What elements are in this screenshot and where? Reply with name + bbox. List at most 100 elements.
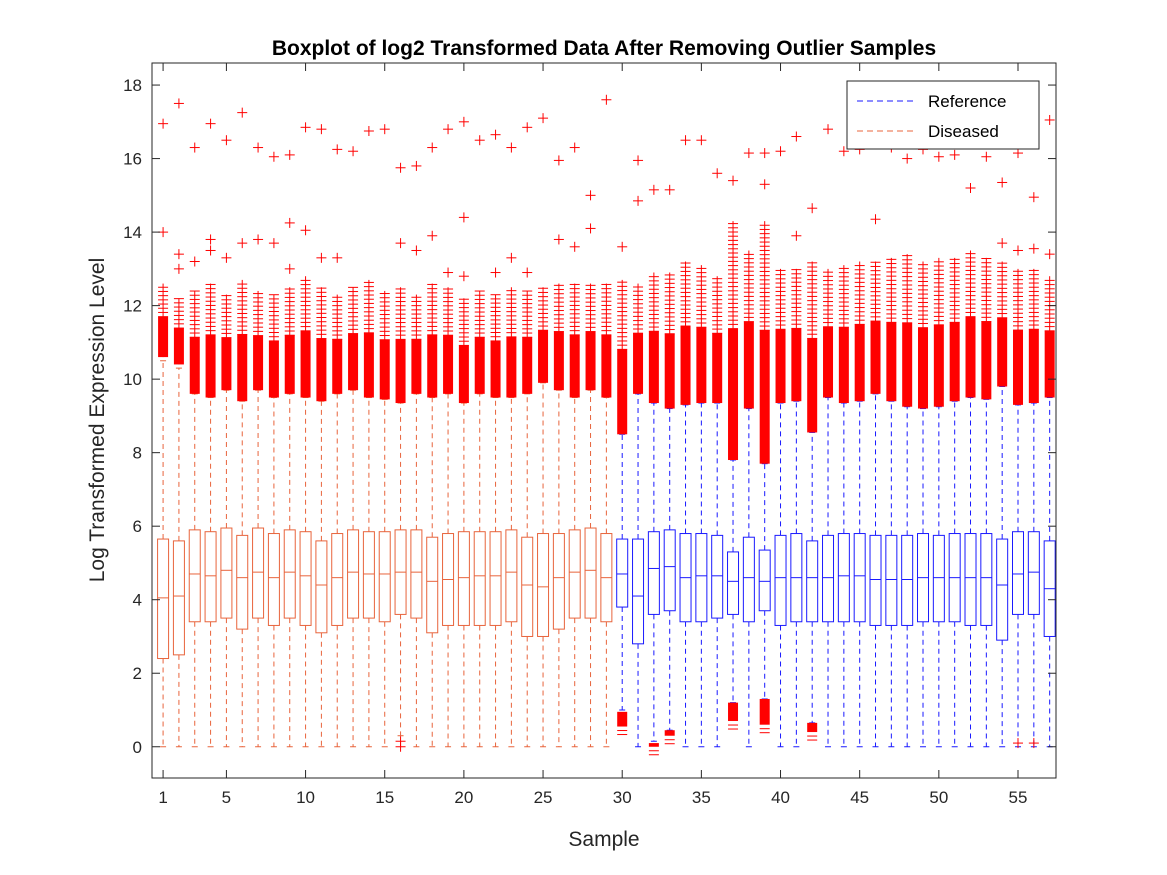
lower-outliers-dense — [648, 743, 659, 747]
box-sample-11 — [315, 124, 328, 748]
y-tick-label: 6 — [133, 517, 142, 536]
iqr-box — [489, 531, 502, 626]
box-sample-5 — [220, 135, 233, 748]
iqr-box — [347, 529, 360, 619]
box-sample-40 — [774, 146, 787, 748]
x-tick-label: 55 — [1009, 788, 1028, 807]
iqr-box — [980, 533, 993, 626]
iqr-box — [172, 540, 185, 656]
box-sample-53 — [980, 151, 993, 748]
plot-area — [152, 63, 1056, 778]
iqr-box — [663, 529, 676, 612]
y-tick-label: 16 — [123, 150, 142, 169]
iqr-box — [315, 540, 328, 634]
axes-frame — [151, 62, 1057, 779]
box-sample-31 — [632, 155, 645, 748]
x-tick-label: 1 — [158, 788, 167, 807]
x-tick-label: 25 — [534, 788, 553, 807]
iqr-box — [362, 531, 375, 619]
box-sample-46 — [869, 214, 882, 748]
iqr-box — [885, 534, 898, 626]
box-sample-28 — [584, 190, 597, 748]
box-sample-1 — [157, 118, 170, 748]
lower-outliers-dense — [664, 730, 675, 736]
box-sample-54 — [996, 177, 1009, 748]
iqr-box — [822, 534, 835, 623]
box-sample-34 — [679, 135, 692, 748]
iqr-box — [283, 529, 296, 619]
iqr-box — [964, 533, 977, 626]
legend-label-reference: Reference — [928, 92, 1006, 111]
iqr-box — [837, 533, 850, 623]
x-tick-label: 20 — [454, 788, 473, 807]
iqr-box — [299, 531, 312, 626]
box-sample-6 — [236, 107, 249, 748]
iqr-box — [331, 533, 344, 626]
legend-box — [846, 80, 1040, 150]
box-sample-3 — [188, 142, 201, 748]
y-tick-label: 4 — [133, 591, 142, 610]
box-sample-45 — [853, 144, 866, 748]
iqr-box — [727, 551, 740, 615]
box-sample-26 — [552, 155, 565, 748]
iqr-box — [932, 534, 945, 623]
box-sample-12 — [331, 144, 344, 748]
chart-title: Boxplot of log2 Transformed Data After R… — [272, 37, 936, 60]
iqr-box — [378, 531, 391, 623]
iqr-box — [853, 533, 866, 623]
box-sample-41 — [790, 131, 803, 748]
iqr-box — [1027, 531, 1040, 615]
box-sample-15 — [378, 124, 391, 748]
y-axis-label: Log Transformed Expression Level — [86, 258, 109, 583]
lower-outliers-dense — [759, 698, 770, 725]
iqr-box — [758, 549, 771, 612]
box-sample-16 — [394, 162, 407, 752]
box-sample-9 — [283, 149, 296, 748]
iqr-box — [901, 534, 914, 626]
box-sample-33 — [663, 184, 676, 745]
iqr-box — [632, 538, 645, 645]
iqr-box — [996, 538, 1009, 641]
box-sample-18 — [426, 142, 439, 748]
iqr-box — [236, 534, 249, 630]
iqr-box — [742, 536, 755, 623]
box-sample-17 — [410, 160, 423, 748]
y-tick-label: 18 — [123, 76, 142, 95]
box-sample-19 — [442, 124, 455, 748]
boxes-layer — [157, 94, 1056, 756]
iqr-box — [204, 531, 217, 623]
box-sample-55 — [1012, 148, 1025, 749]
iqr-box — [267, 533, 280, 626]
x-axis-label: Sample — [568, 828, 639, 851]
box-sample-43 — [822, 124, 835, 748]
iqr-box — [647, 531, 660, 615]
iqr-box — [537, 533, 550, 637]
box-sample-22 — [489, 129, 502, 748]
x-tick-label: 10 — [296, 788, 315, 807]
y-tick-label: 12 — [123, 297, 142, 316]
iqr-box — [157, 538, 170, 660]
box-sample-23 — [505, 142, 518, 748]
x-tick-label: 50 — [929, 788, 948, 807]
y-tick-label: 10 — [123, 370, 142, 389]
box-sample-2 — [172, 98, 185, 748]
iqr-box — [410, 529, 423, 619]
box-sample-38 — [742, 148, 755, 748]
y-tick-label: 8 — [133, 444, 142, 463]
box-sample-4 — [204, 118, 217, 748]
y-tick-label: 0 — [133, 738, 142, 757]
iqr-box — [505, 529, 518, 623]
box-sample-37 — [727, 175, 740, 730]
x-tick-label: 15 — [375, 788, 394, 807]
iqr-box — [695, 533, 708, 623]
box-sample-21 — [473, 135, 486, 748]
box-sample-48 — [901, 153, 914, 748]
lower-outliers-dense — [807, 722, 818, 733]
box-sample-50 — [932, 151, 945, 748]
box-sample-57 — [1043, 114, 1056, 748]
box-sample-25 — [537, 113, 550, 748]
legend-label-diseased: Diseased — [928, 122, 999, 141]
iqr-box — [220, 527, 233, 619]
